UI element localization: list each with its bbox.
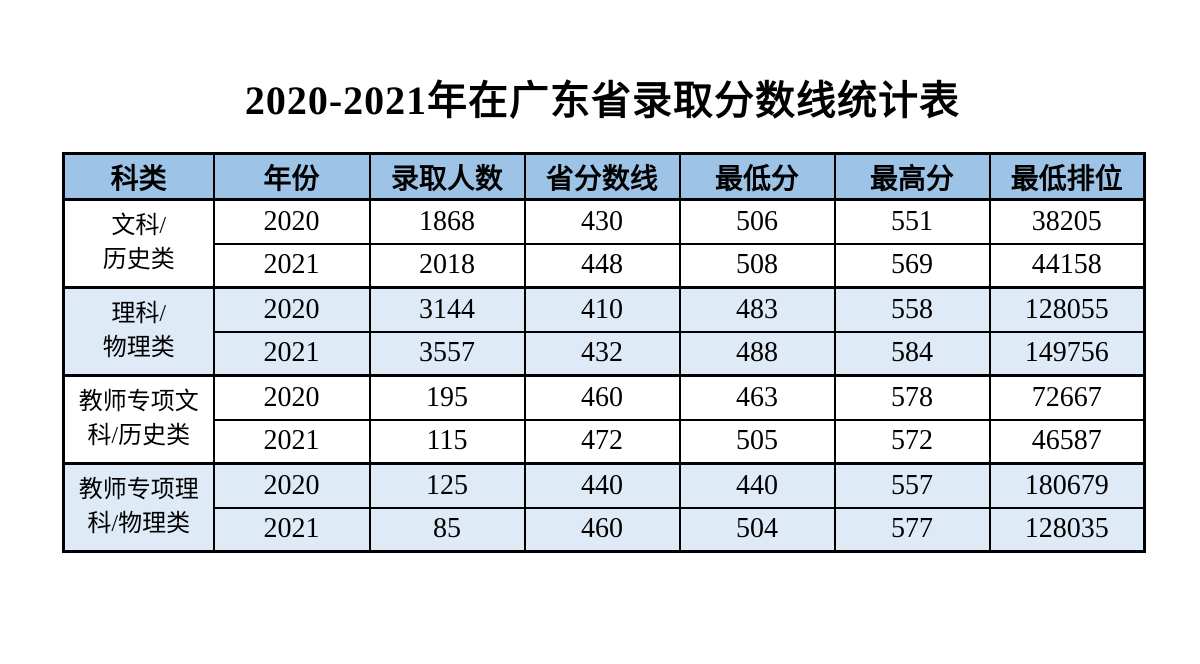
cell-min-rank: 128055 — [988, 286, 1146, 333]
cell-max-score: 572 — [833, 418, 991, 465]
cell-category: 文科/ 历史类 — [62, 198, 215, 289]
cell-province-line: 432 — [523, 330, 681, 377]
cell-province-line: 410 — [523, 286, 681, 333]
cell-min-score: 506 — [678, 198, 836, 245]
table-row: 2021 85 460 504 577 128035 — [64, 506, 1146, 553]
cell-min-rank: 44158 — [988, 242, 1146, 289]
cell-min-score: 440 — [678, 462, 836, 509]
cell-province-line: 460 — [523, 506, 681, 553]
cell-year: 2021 — [212, 418, 371, 465]
cell-min-rank: 38205 — [988, 198, 1146, 245]
cell-min-rank: 46587 — [988, 418, 1146, 465]
cell-category: 教师专项理 科/物理类 — [62, 462, 215, 553]
cell-year: 2021 — [212, 506, 371, 553]
cell-max-score: 558 — [833, 286, 991, 333]
table-row: 2021 115 472 505 572 46587 — [64, 418, 1146, 465]
cell-min-score: 488 — [678, 330, 836, 377]
cell-province-line: 472 — [523, 418, 681, 465]
cell-year: 2020 — [212, 462, 371, 509]
cell-min-score: 505 — [678, 418, 836, 465]
header-cell-category: 科类 — [62, 152, 215, 201]
cell-min-rank: 180679 — [988, 462, 1146, 509]
cell-year: 2020 — [212, 286, 371, 333]
table-row: 教师专项理 科/物理类 2020 125 440 440 557 180679 — [62, 462, 1146, 553]
header-cell-province-line: 省分数线 — [523, 152, 681, 201]
table-header-row: 科类 年份 录取人数 省分数线 最低分 最高分 最低排位 — [62, 152, 1146, 201]
cell-max-score: 569 — [833, 242, 991, 289]
cell-province-line: 448 — [523, 242, 681, 289]
cell-min-score: 508 — [678, 242, 836, 289]
cell-admitted: 3144 — [368, 286, 526, 333]
header-cell-min-rank: 最低排位 — [988, 152, 1146, 201]
header-cell-admitted: 录取人数 — [368, 152, 526, 201]
table-row: 理科/ 物理类 2020 3144 410 483 558 128055 — [62, 286, 1146, 377]
cell-admitted: 1868 — [368, 198, 526, 245]
cell-max-score: 557 — [833, 462, 991, 509]
cell-min-rank: 128035 — [988, 506, 1146, 553]
cell-max-score: 577 — [833, 506, 991, 553]
cell-min-rank: 149756 — [988, 330, 1146, 377]
page-title: 2020-2021年在广东省录取分数线统计表 — [244, 78, 961, 123]
cell-year: 2020 — [212, 374, 371, 421]
table-row: 2021 2018 448 508 569 44158 — [64, 242, 1146, 289]
cell-admitted: 3557 — [368, 330, 526, 377]
header-cell-max-score: 最高分 — [833, 152, 991, 201]
header-cell-min-score: 最低分 — [678, 152, 836, 201]
cell-admitted: 115 — [368, 418, 526, 465]
cell-min-score: 504 — [678, 506, 836, 553]
cell-admitted: 85 — [368, 506, 526, 553]
cell-min-score: 463 — [678, 374, 836, 421]
cell-max-score: 578 — [833, 374, 991, 421]
page: 2020-2021年在广东省录取分数线统计表 科类 年份 录取人数 省分数线 最… — [0, 68, 1200, 553]
table-row: 2021 3557 432 488 584 149756 — [64, 330, 1146, 377]
cell-min-rank: 72667 — [988, 374, 1146, 421]
cell-category: 理科/ 物理类 — [62, 286, 215, 377]
cell-admitted: 195 — [368, 374, 526, 421]
cell-province-line: 440 — [523, 462, 681, 509]
header-cell-year: 年份 — [212, 152, 371, 201]
cell-admitted: 2018 — [368, 242, 526, 289]
cell-max-score: 551 — [833, 198, 991, 245]
cell-year: 2021 — [212, 330, 371, 377]
cell-admitted: 125 — [368, 462, 526, 509]
cell-category: 教师专项文 科/历史类 — [62, 374, 215, 465]
cell-province-line: 430 — [523, 198, 681, 245]
cell-max-score: 584 — [833, 330, 991, 377]
cell-year: 2020 — [212, 198, 371, 245]
table-row: 教师专项文 科/历史类 2020 195 460 463 578 72667 — [62, 374, 1146, 465]
score-table: 科类 年份 录取人数 省分数线 最低分 最高分 最低排位 文科/ 历史类 202… — [62, 152, 1146, 553]
cell-year: 2021 — [212, 242, 371, 289]
table-row: 文科/ 历史类 2020 1868 430 506 551 38205 — [62, 198, 1146, 289]
cell-province-line: 460 — [523, 374, 681, 421]
cell-min-score: 483 — [678, 286, 836, 333]
